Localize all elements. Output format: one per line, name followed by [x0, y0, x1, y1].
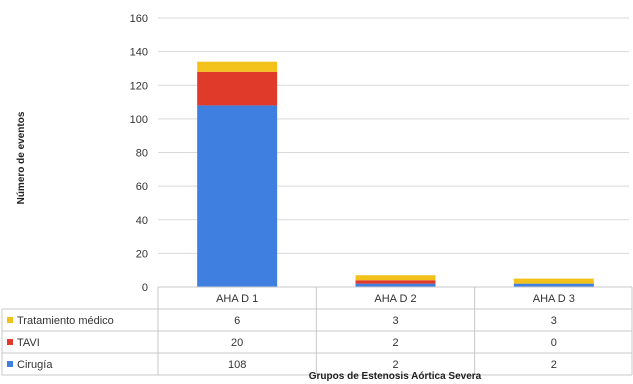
y-tick-label-7: 140 — [130, 47, 148, 59]
legend-swatch-2 — [7, 317, 13, 323]
legend-label-1: TAVI — [17, 337, 40, 349]
y-tick-label-8: 160 — [130, 13, 148, 25]
legend-label-2: Tratamiento médico — [17, 315, 114, 327]
bar-0-0 — [197, 105, 278, 287]
data-label-2-1: 3 — [392, 315, 398, 327]
bar-0-2 — [197, 61, 278, 72]
bar-2-2 — [513, 278, 594, 284]
legend-label-0: Cirugía — [17, 359, 53, 371]
bar-1-2 — [355, 275, 436, 281]
y-tick-label-0: 0 — [142, 282, 148, 294]
y-tick-label-2: 40 — [136, 215, 148, 227]
y-tick-label-4: 80 — [136, 148, 148, 160]
data-label-2-0: 6 — [234, 315, 240, 327]
bar-2-0 — [513, 283, 594, 287]
data-label-2-2: 3 — [551, 315, 557, 327]
data-table: AHA D 1 AHA D 2 AHA D 3 Tratamiento médico 6… — [1, 286, 633, 376]
data-label-0-0: 108 — [228, 359, 246, 371]
data-label-0-2: 2 — [551, 359, 557, 371]
data-label-0-1: 2 — [392, 359, 398, 371]
x-axis-label: Grupos de Estenosis Aórtica Severa — [309, 371, 482, 382]
data-label-1-0: 20 — [231, 337, 243, 349]
y-tick-label-1: 20 — [136, 248, 148, 260]
bar-1-0 — [355, 283, 436, 287]
category-label-1: AHA D 2 — [374, 293, 416, 305]
category-label-2: AHA D 3 — [533, 293, 575, 305]
y-axis-label: Número de eventos — [16, 111, 27, 204]
category-label-0: AHA D 1 — [216, 293, 258, 305]
y-tick-label-5: 100 — [130, 114, 148, 126]
y-tick-label-6: 120 — [130, 80, 148, 92]
bar-1-1 — [355, 280, 436, 284]
legend-swatch-1 — [7, 339, 13, 345]
data-label-1-1: 2 — [392, 337, 398, 349]
y-tick-label-3: 60 — [136, 181, 148, 193]
data-label-1-2: 0 — [551, 337, 557, 349]
legend-swatch-0 — [7, 361, 13, 367]
bars — [197, 61, 594, 287]
y-axis-ticks: 0 20 40 60 80 100 120 140 160 — [130, 13, 148, 294]
bar-0-1 — [197, 71, 278, 106]
